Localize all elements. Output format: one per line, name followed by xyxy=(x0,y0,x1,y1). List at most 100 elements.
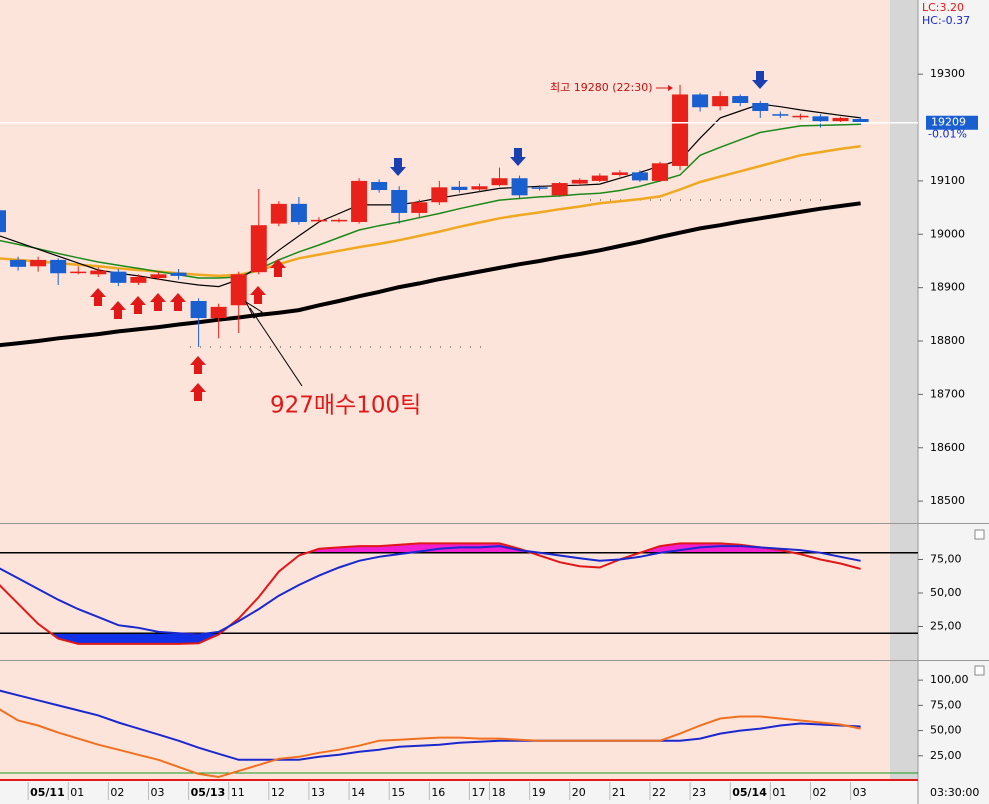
hc-label: HC:-0.37 xyxy=(922,14,970,27)
x-tick-label: 16 xyxy=(431,786,445,799)
x-tick-label: 05/14 xyxy=(732,786,767,799)
candle-body xyxy=(371,181,388,190)
candle-body xyxy=(511,178,528,196)
candle-body xyxy=(130,276,147,283)
annotation-arrow-head xyxy=(668,85,673,91)
buy-signal xyxy=(150,293,166,311)
x-tick-label: 12 xyxy=(271,786,285,799)
candle-body xyxy=(832,117,849,122)
y-tick-label: 18600 xyxy=(930,441,965,454)
y-tick-label: 18500 xyxy=(930,494,965,507)
candle-body xyxy=(270,203,287,224)
candle-body xyxy=(70,271,87,274)
candle-body xyxy=(692,94,709,108)
candle-body xyxy=(491,178,508,186)
candle-body xyxy=(0,210,6,233)
candle-body xyxy=(752,102,769,112)
close-button[interactable] xyxy=(974,529,985,540)
x-tick-label: 23 xyxy=(692,786,706,799)
candle-body xyxy=(250,225,267,273)
y-tick-label: 25,00 xyxy=(930,620,962,633)
x-tick-label: 05/11 xyxy=(30,786,65,799)
x-tick-label: 14 xyxy=(351,786,365,799)
x-tick-label: 01 xyxy=(772,786,786,799)
y-tick-label: 18800 xyxy=(930,334,965,347)
indicator-line xyxy=(0,689,861,761)
trade-annotation: 927매수100틱 xyxy=(270,393,421,419)
candle-body xyxy=(712,96,729,107)
candle-body xyxy=(792,115,809,118)
candle-body xyxy=(852,119,869,123)
candle-body xyxy=(391,189,408,213)
candle-body xyxy=(30,259,47,267)
y-tick-label: 19300 xyxy=(930,67,965,80)
x-tick-label: 20 xyxy=(572,786,586,799)
y-tick-label: 75,00 xyxy=(930,553,962,566)
buy-signal xyxy=(190,383,206,401)
y-tick-label: 19100 xyxy=(930,174,965,187)
buy-signal xyxy=(170,293,186,311)
moving-average xyxy=(0,123,861,279)
y-tick-label: 18900 xyxy=(930,281,965,294)
y-tick-label: 50,00 xyxy=(930,586,962,599)
y-tick-label: 75,00 xyxy=(930,698,962,711)
chart-layer: 18500 18600 18700 18800 18900 19000 19100 19300… xyxy=(0,67,978,800)
sell-signal xyxy=(752,71,768,89)
sell-signal xyxy=(390,158,406,176)
x-tick-label: 03 xyxy=(150,786,164,799)
annotation-arrow-head xyxy=(244,300,263,319)
moving-average xyxy=(0,201,861,348)
x-tick-label: 17 xyxy=(471,786,485,799)
high-annotation: 최고 19280 (22:30) xyxy=(550,81,653,94)
x-tick-label: 02 xyxy=(110,786,124,799)
time-label: 03:30:00 xyxy=(930,786,979,799)
candle-body xyxy=(631,172,648,181)
y-tick-label: 18700 xyxy=(930,387,965,400)
last-price-label: 19209 xyxy=(931,116,966,129)
candle-body xyxy=(170,272,187,276)
candle-body xyxy=(230,274,247,306)
x-tick-label: 05/13 xyxy=(191,786,226,799)
candle-body xyxy=(732,96,749,103)
y-tick-label: 25,00 xyxy=(930,749,962,762)
candle-body xyxy=(351,180,368,223)
moving-average xyxy=(0,144,861,278)
buy-signal xyxy=(90,288,106,306)
candle-body xyxy=(551,183,568,196)
y-tick-label: 100,00 xyxy=(930,673,969,686)
buy-signal xyxy=(270,259,286,277)
candle-body xyxy=(411,202,428,213)
candle-body xyxy=(531,187,548,189)
candle-body xyxy=(190,300,207,319)
indicator-line xyxy=(0,545,861,636)
candle-body xyxy=(210,306,227,319)
x-tick-label: 13 xyxy=(311,786,325,799)
candle-body xyxy=(331,219,348,222)
candle-body xyxy=(50,259,67,274)
candle-body xyxy=(10,259,27,267)
buy-signal xyxy=(250,286,266,304)
indicator-line xyxy=(0,542,861,645)
candle-body xyxy=(290,203,307,223)
close-button[interactable] xyxy=(974,665,985,676)
x-tick-label: 11 xyxy=(231,786,245,799)
margin-strip xyxy=(890,0,918,781)
moving-average xyxy=(0,103,861,288)
candle-body xyxy=(672,94,689,166)
buy-signal xyxy=(130,296,146,314)
x-tick-label: 01 xyxy=(70,786,84,799)
x-tick-label: 02 xyxy=(812,786,826,799)
candle-body xyxy=(471,186,488,190)
x-tick-label: 18 xyxy=(492,786,506,799)
candle-body xyxy=(772,114,789,116)
x-tick-label: 22 xyxy=(652,786,666,799)
last-price-box xyxy=(926,115,978,130)
zone-fill xyxy=(0,543,861,553)
x-tick-label: 15 xyxy=(391,786,405,799)
x-tick-label: 19 xyxy=(532,786,546,799)
candle-body xyxy=(110,271,127,283)
lc-label: LC:3.20 xyxy=(922,1,964,14)
candle-body xyxy=(611,172,628,176)
plot-area xyxy=(0,0,890,781)
candle-body xyxy=(150,274,167,279)
